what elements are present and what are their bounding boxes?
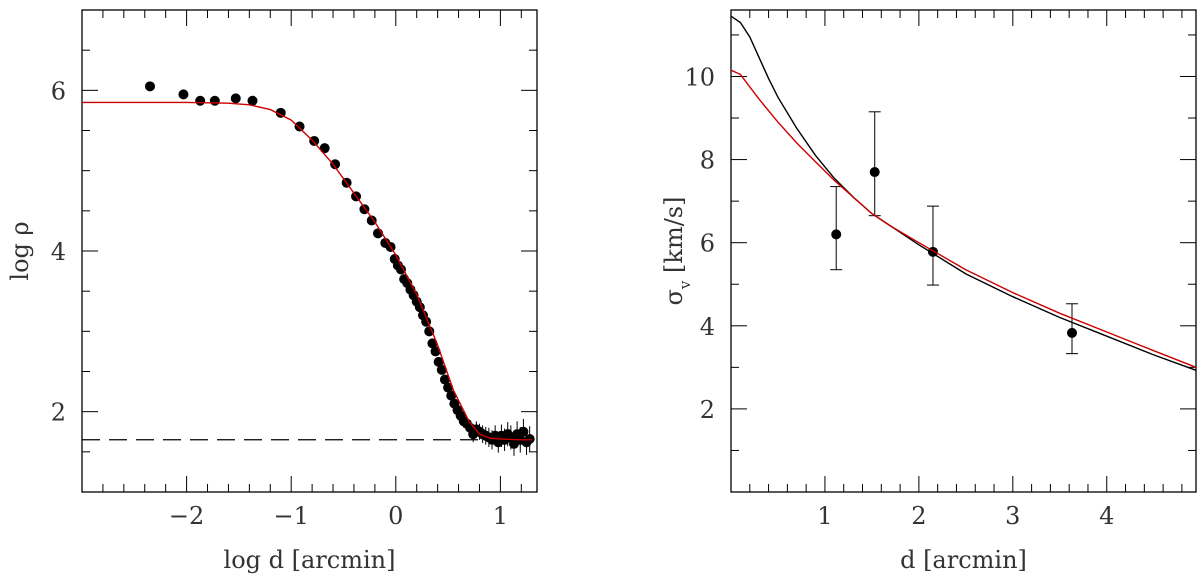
data-point — [430, 346, 441, 357]
data-point — [396, 264, 407, 275]
y-axis-title: log ρ — [6, 221, 34, 280]
data-point — [247, 95, 258, 106]
x-tick-label: −2 — [169, 502, 204, 530]
x-tick-label: −1 — [274, 502, 309, 530]
data-point — [446, 390, 457, 401]
data-point — [518, 426, 529, 437]
y-tick-label: 8 — [700, 147, 715, 175]
x-tick-label: 4 — [1099, 502, 1114, 530]
data-point — [319, 143, 330, 154]
data-point — [366, 215, 377, 226]
y-axis-units: [km/s] — [660, 197, 688, 281]
x-axis-title: d [arcmin] — [900, 546, 1027, 574]
plot-frame — [730, 9, 1197, 493]
x-tick-label: 3 — [1005, 502, 1020, 530]
data-point — [424, 326, 435, 337]
y-tick-label: 10 — [684, 63, 715, 91]
data-point — [230, 93, 241, 104]
x-axis-title: log d [arcmin] — [224, 546, 396, 574]
y-tick-label: 2 — [51, 399, 66, 427]
data-point — [309, 135, 320, 146]
data-point — [1067, 327, 1077, 338]
x-tick-label: 1 — [817, 502, 832, 530]
data-point — [144, 81, 155, 92]
data-point — [330, 159, 341, 170]
data-point — [436, 364, 447, 375]
y-axis-subscript: v — [676, 280, 694, 290]
x-tick-label: 0 — [388, 502, 403, 530]
y-tick-label: 4 — [700, 313, 715, 341]
right-panel-velocity-dispersion: 1 2 3 4 2 4 6 8 10 d [arcmin] σv [km/s] — [660, 9, 1197, 574]
y-tick-label: 6 — [700, 230, 715, 258]
data-point — [443, 382, 454, 393]
x-tick-label: 1 — [493, 502, 508, 530]
y-tick-label: 4 — [51, 238, 66, 266]
data-point — [439, 374, 450, 385]
series-line-model-red — [731, 69, 1196, 368]
x-tick-label: 2 — [911, 502, 926, 530]
data-point — [831, 229, 842, 240]
data-point — [209, 95, 220, 106]
y-tick-label: 6 — [51, 77, 66, 105]
data-point — [294, 121, 305, 132]
data-point — [869, 167, 880, 178]
data-point — [433, 356, 444, 367]
y-axis-symbol: σ — [660, 289, 688, 305]
data-point — [195, 95, 206, 106]
series-line-model-fit — [82, 101, 532, 441]
left-panel-density-profile: −2 −1 0 1 2 4 6 log d [arcmin] log ρ — [6, 9, 538, 574]
data-point — [427, 338, 438, 349]
series-line-model-black — [731, 15, 1196, 371]
data-point — [524, 433, 535, 444]
data-point — [178, 89, 189, 100]
y-tick-label: 2 — [700, 396, 715, 424]
y-axis-title: σv [km/s] — [660, 197, 694, 306]
